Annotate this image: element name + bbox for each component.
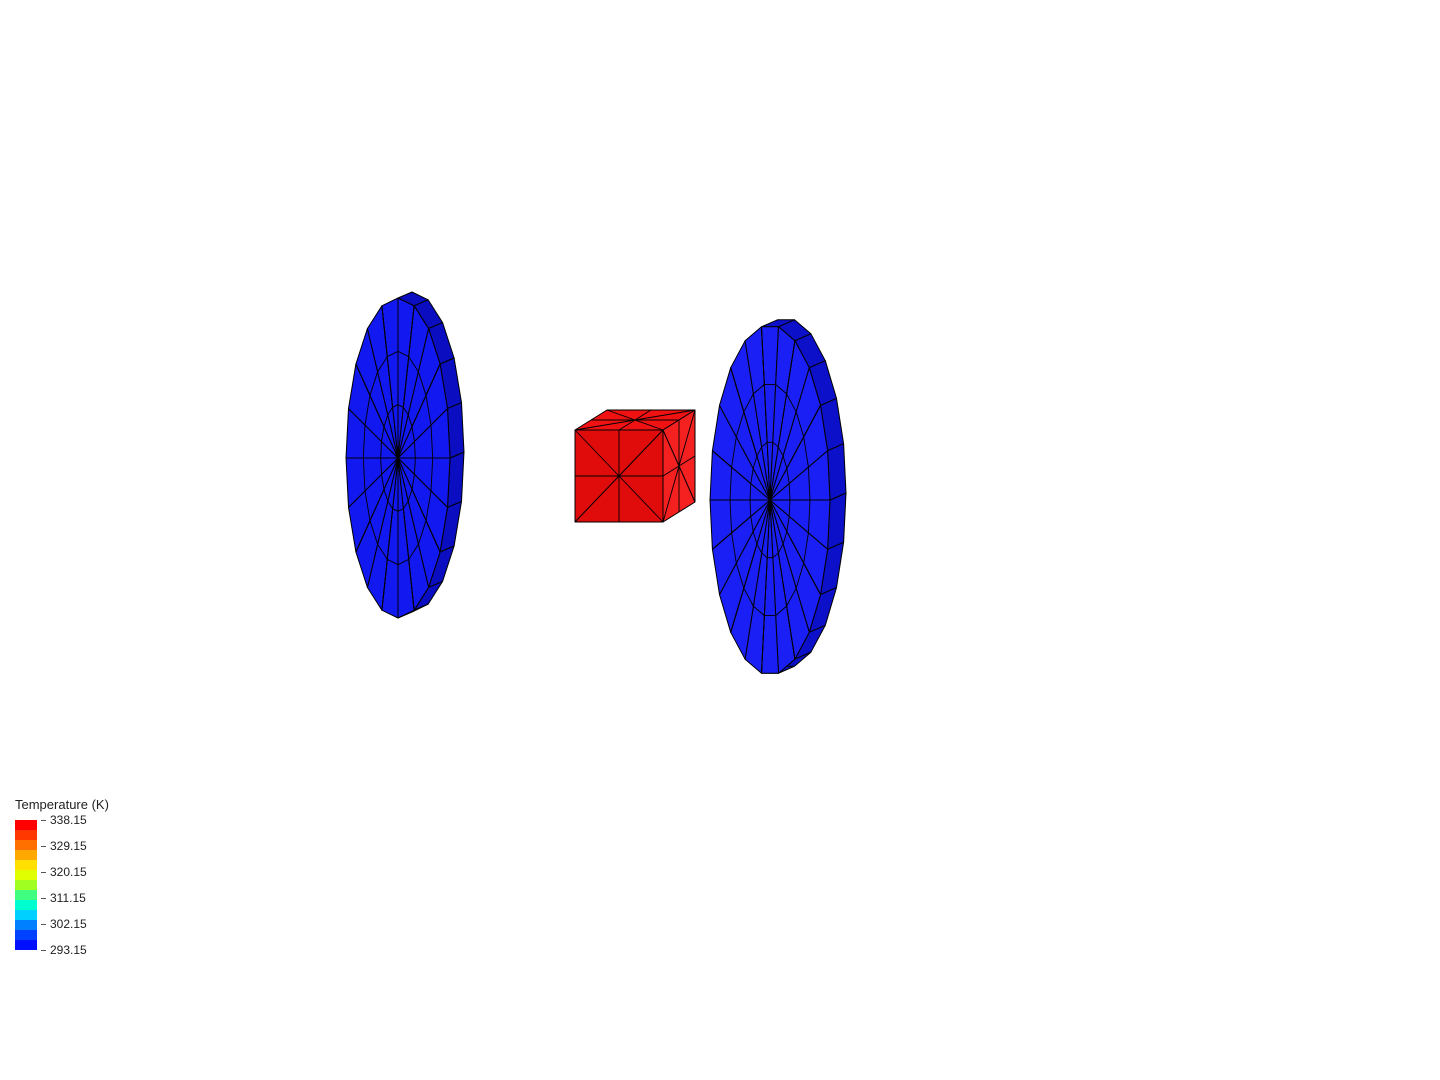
legend-segment bbox=[15, 920, 37, 930]
legend-segment bbox=[15, 940, 37, 950]
legend-segment bbox=[15, 880, 37, 890]
mesh-disc-left bbox=[346, 292, 464, 618]
legend-segment bbox=[15, 840, 37, 850]
color-legend: Temperature (K) 338.15 329.15 320.15 311.15… bbox=[15, 797, 109, 950]
legend-segment bbox=[15, 830, 37, 840]
legend-title: Temperature (K) bbox=[15, 797, 109, 812]
legend-segment bbox=[15, 900, 37, 910]
legend-segment bbox=[15, 930, 37, 940]
legend-segment bbox=[15, 820, 37, 830]
legend-tick-label: 302.15 bbox=[41, 917, 87, 931]
simulation-viewport bbox=[0, 0, 1440, 1080]
legend-ticks: 338.15329.15320.15311.15302.15293.15 bbox=[41, 820, 101, 950]
mesh-disc-right bbox=[710, 320, 846, 673]
legend-tick-label: 320.15 bbox=[41, 865, 87, 879]
legend-segment bbox=[15, 910, 37, 920]
legend-tick-label: 329.15 bbox=[41, 839, 87, 853]
legend-segment bbox=[15, 850, 37, 860]
legend-tick-label: 338.15 bbox=[41, 813, 87, 827]
legend-colorbar bbox=[15, 820, 37, 950]
legend-segment bbox=[15, 860, 37, 870]
mesh-cube-center bbox=[575, 410, 695, 522]
legend-body: 338.15329.15320.15311.15302.15293.15 bbox=[15, 820, 109, 950]
legend-segment bbox=[15, 870, 37, 880]
legend-tick-label: 311.15 bbox=[41, 891, 86, 905]
legend-segment bbox=[15, 890, 37, 900]
legend-tick-label: 293.15 bbox=[41, 943, 87, 957]
